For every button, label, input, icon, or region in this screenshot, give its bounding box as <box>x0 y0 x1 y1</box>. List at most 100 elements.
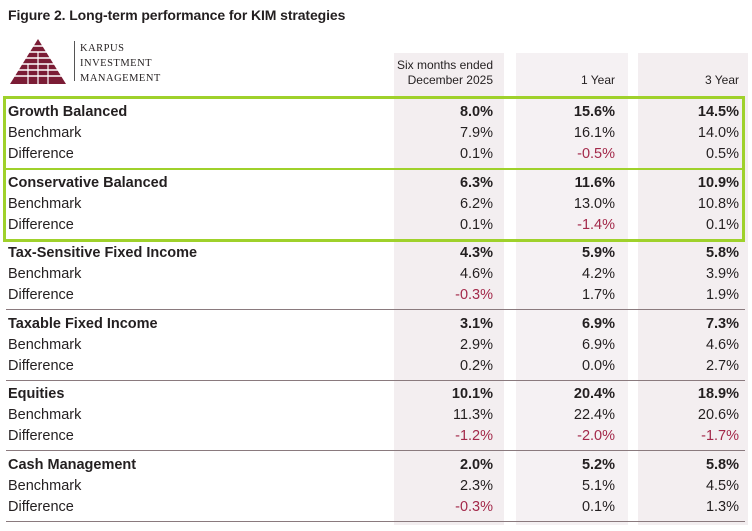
value-six-months: 2.9% <box>459 337 493 353</box>
value-3-year: 4.6% <box>705 337 739 353</box>
row-label: Difference <box>8 217 74 233</box>
column-bg-3-year <box>638 53 748 525</box>
difference-row: Difference -1.2% -2.0% -1.7% <box>0 426 752 446</box>
column-bg-1-year <box>516 53 628 525</box>
row-label: Difference <box>8 499 74 515</box>
value-1-year: 13.0% <box>573 196 615 212</box>
value-3-year: 4.5% <box>705 478 739 494</box>
value-1-year: 20.4% <box>573 386 615 402</box>
value-1-year: 5.9% <box>581 245 615 261</box>
strategy-row: Taxable Fixed Income 3.1% 6.9% 7.3% <box>0 314 752 334</box>
value-1-year: 0.0% <box>581 358 615 374</box>
value-1-year: 5.1% <box>581 478 615 494</box>
row-label: Benchmark <box>8 478 82 494</box>
value-3-year: 0.5% <box>705 146 739 162</box>
strategy-row: Tax-Sensitive Fixed Income 4.3% 5.9% 5.8% <box>0 243 752 263</box>
row-label: Tax-Sensitive Fixed Income <box>8 245 198 261</box>
karpus-logo-icon <box>10 39 66 84</box>
highlight-box-balanced <box>3 96 745 242</box>
value-1-year: -0.5% <box>577 146 615 162</box>
value-3-year: 2.7% <box>705 358 739 374</box>
value-six-months: 11.3% <box>452 407 493 423</box>
value-3-year: 1.3% <box>705 499 739 515</box>
value-six-months: 4.3% <box>459 245 493 261</box>
logo-text: KARPUS INVESTMENT MANAGEMENT <box>80 41 161 86</box>
row-label: Difference <box>8 358 74 374</box>
value-3-year: 20.6% <box>697 407 739 423</box>
value-six-months: -1.2% <box>455 428 493 444</box>
row-label: Benchmark <box>8 266 82 282</box>
value-3-year: 7.3% <box>705 316 739 332</box>
logo-line-2: INVESTMENT <box>80 58 153 69</box>
row-label: Difference <box>8 146 74 162</box>
value-1-year: 6.9% <box>581 337 615 353</box>
header-3-year: 3 Year <box>704 73 739 87</box>
value-1-year: 4.2% <box>581 266 615 282</box>
value-1-year: 22.4% <box>573 407 615 423</box>
figure-title: Figure 2. Long-term performance for KIM … <box>8 7 346 23</box>
value-3-year: 1.9% <box>705 287 739 303</box>
strategy-row: Conservative Balanced 6.3% 11.6% 10.9% <box>0 173 752 193</box>
benchmark-row: Benchmark 7.9% 16.1% 14.0% <box>0 123 752 143</box>
strategy-row: Growth Balanced 8.0% 15.6% 14.5% <box>0 102 752 122</box>
value-1-year: 11.6% <box>574 175 615 191</box>
group-separator <box>6 380 745 381</box>
value-six-months: 10.1% <box>451 386 493 402</box>
column-bg-six-months <box>394 53 504 525</box>
strategy-row: Cash Management 2.0% 5.2% 5.8% <box>0 455 752 475</box>
row-label: Conservative Balanced <box>8 175 168 191</box>
value-3-year: 14.0% <box>697 125 739 141</box>
strategy-row: Equities 10.1% 20.4% 18.9% <box>0 384 752 404</box>
logo-divider <box>74 41 75 81</box>
value-six-months: 0.2% <box>459 358 493 374</box>
benchmark-row: Benchmark 11.3% 22.4% 20.6% <box>0 405 752 425</box>
logo-line-1: KARPUS <box>80 43 125 54</box>
row-label: Benchmark <box>8 337 82 353</box>
difference-row: Difference -0.3% 1.7% 1.9% <box>0 285 752 305</box>
value-3-year: 5.8% <box>705 457 739 473</box>
row-label: Cash Management <box>8 457 137 473</box>
value-1-year: 1.7% <box>581 287 615 303</box>
value-six-months: -0.3% <box>455 499 493 515</box>
value-six-months: 8.0% <box>459 104 493 120</box>
benchmark-row: Benchmark 6.2% 13.0% 10.8% <box>0 194 752 214</box>
value-1-year: -1.4% <box>577 217 615 233</box>
highlight-divider <box>6 168 742 170</box>
value-six-months: 4.6% <box>459 266 493 282</box>
value-3-year: 14.5% <box>697 104 739 120</box>
value-1-year: 5.2% <box>581 457 615 473</box>
value-six-months: 0.1% <box>459 217 493 233</box>
row-label: Benchmark <box>8 125 82 141</box>
value-1-year: 15.6% <box>573 104 615 120</box>
benchmark-row: Benchmark 4.6% 4.2% 3.9% <box>0 264 752 284</box>
row-label: Benchmark <box>8 196 82 212</box>
value-3-year: 10.8% <box>697 196 739 212</box>
value-six-months: 3.1% <box>459 316 493 332</box>
row-label: Growth Balanced <box>8 104 128 120</box>
value-six-months: 2.0% <box>459 457 493 473</box>
row-label: Taxable Fixed Income <box>8 316 158 332</box>
group-separator <box>6 309 745 310</box>
row-label: Difference <box>8 287 74 303</box>
value-3-year: 10.9% <box>697 175 739 191</box>
value-3-year: 3.9% <box>705 266 739 282</box>
benchmark-row: Benchmark 2.3% 5.1% 4.5% <box>0 476 752 496</box>
value-1-year: -2.0% <box>577 428 615 444</box>
row-label: Benchmark <box>8 407 82 423</box>
difference-row: Difference -0.3% 0.1% 1.3% <box>0 497 752 517</box>
logo-line-3: MANAGEMENT <box>80 73 161 84</box>
group-separator <box>6 521 745 522</box>
value-six-months: 0.1% <box>459 146 493 162</box>
row-label: Equities <box>8 386 65 402</box>
group-separator <box>6 450 745 451</box>
value-six-months: 6.2% <box>459 196 493 212</box>
value-1-year: 6.9% <box>581 316 615 332</box>
value-3-year: 18.9% <box>697 386 739 402</box>
difference-row: Difference 0.2% 0.0% 2.7% <box>0 356 752 376</box>
value-3-year: 0.1% <box>705 217 739 233</box>
value-six-months: 2.3% <box>459 478 493 494</box>
benchmark-row: Benchmark 2.9% 6.9% 4.6% <box>0 335 752 355</box>
value-1-year: 16.1% <box>573 125 615 141</box>
value-1-year: 0.1% <box>581 499 615 515</box>
header-six-months-line1: Six months ended <box>396 58 493 72</box>
